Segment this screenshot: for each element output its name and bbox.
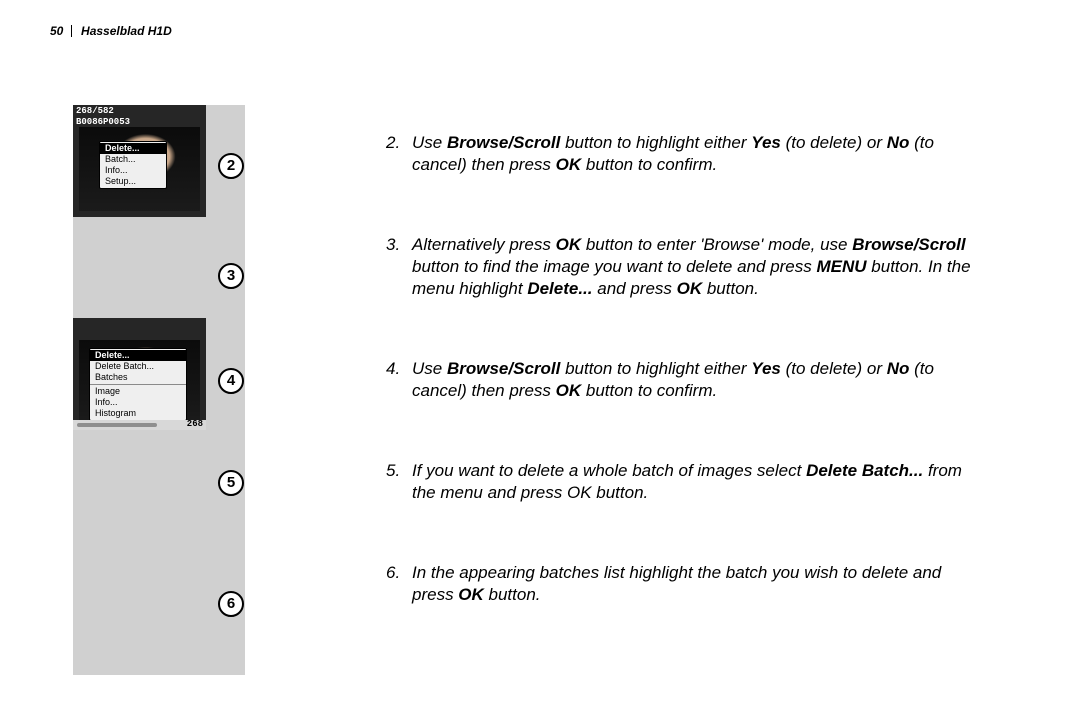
text-bold: Browse/Scroll [447, 359, 560, 378]
step-6: 6. In the appearing batches list highlig… [386, 562, 986, 606]
instructions-column: 2. Use Browse/Scroll button to highlight… [386, 132, 986, 606]
menu-item-delete: Delete... [90, 350, 186, 361]
menu-item-batches: Batches [90, 372, 186, 383]
thumb1-context-menu: Delete... Batch... Info... Setup... [99, 141, 167, 189]
text-run: button to confirm. [581, 381, 717, 400]
text-run: Alternatively press [412, 235, 556, 254]
step-3-number: 3. [386, 234, 412, 300]
step-5-text: If you want to delete a whole batch of i… [412, 460, 986, 504]
page-number: 50 [50, 24, 63, 38]
step-4-text: Use Browse/Scroll button to highlight ei… [412, 358, 986, 402]
text-run: (to delete) or [781, 133, 887, 152]
text-bold: MENU [817, 257, 867, 276]
text-run: button. [702, 279, 759, 298]
text-bold: No [887, 359, 910, 378]
menu-item-delete: Delete... [100, 143, 166, 154]
text-run: and press [593, 279, 677, 298]
menu-item-histogram: Histogram [90, 408, 186, 419]
thumbnail-sidebar: 268/582 B0086P0053 Delete... Batch... In… [73, 105, 245, 675]
text-run: button to highlight either [560, 133, 751, 152]
step-2-text: Use Browse/Scroll button to highlight ei… [412, 132, 986, 176]
step-2-number: 2. [386, 132, 412, 176]
thumb2-counter: 268 [187, 419, 203, 429]
thumb2-bottom-bar: 268 [73, 420, 206, 430]
step-2: 2. Use Browse/Scroll button to highlight… [386, 132, 986, 176]
text-run: Use [412, 133, 447, 152]
text-bold: OK [677, 279, 703, 298]
callout-3-icon: 3 [218, 263, 244, 289]
text-bold: Yes [751, 359, 781, 378]
text-run: Use [412, 359, 447, 378]
thumb2-context-menu: Delete... Delete Batch... Batches Image … [89, 348, 187, 421]
manual-page: 50 Hasselblad H1D 268/582 B0086P0053 Del… [0, 0, 1080, 728]
step-4-number: 4. [386, 358, 412, 402]
callout-4-icon: 4 [218, 368, 244, 394]
text-run: button to find the image you want to del… [412, 257, 817, 276]
text-bold: OK [458, 585, 484, 604]
step-3: 3. Alternatively press OK button to ente… [386, 234, 986, 300]
page-header: 50 Hasselblad H1D [50, 24, 172, 38]
thumb1-counter-line2: B0086P0053 [73, 116, 206, 127]
menu-item-image: Image [90, 386, 186, 397]
text-bold: OK [556, 155, 582, 174]
text-bold: OK [556, 381, 582, 400]
step-3-text: Alternatively press OK button to enter '… [412, 234, 986, 300]
lcd-thumbnail-2: Delete... Delete Batch... Batches Image … [73, 318, 206, 430]
callout-5-icon: 5 [218, 470, 244, 496]
menu-item-setup: Setup... [100, 176, 166, 187]
step-5: 5. If you want to delete a whole batch o… [386, 460, 986, 504]
step-5-number: 5. [386, 460, 412, 504]
menu-item-batch: Batch... [100, 154, 166, 165]
text-run: button to enter 'Browse' mode, use [581, 235, 852, 254]
text-bold: Delete Batch... [806, 461, 923, 480]
text-bold: OK [556, 235, 582, 254]
callout-6-icon: 6 [218, 591, 244, 617]
lcd-thumbnail-1: 268/582 B0086P0053 Delete... Batch... In… [73, 105, 206, 217]
manual-title: Hasselblad H1D [81, 24, 172, 38]
text-run: If you want to delete a whole batch of i… [412, 461, 806, 480]
header-separator [71, 25, 72, 37]
step-4: 4. Use Browse/Scroll button to highlight… [386, 358, 986, 402]
text-bold: Browse/Scroll [447, 133, 560, 152]
thumb2-slider [77, 423, 157, 427]
text-run: (to delete) or [781, 359, 887, 378]
step-6-text: In the appearing batches list highlight … [412, 562, 986, 606]
menu-item-info: Info... [100, 165, 166, 176]
thumb1-counter-line1: 268/582 [73, 105, 206, 116]
menu-item-info: Info... [90, 397, 186, 408]
step-6-number: 6. [386, 562, 412, 606]
text-bold: Browse/Scroll [852, 235, 965, 254]
text-run: button to confirm. [581, 155, 717, 174]
menu-item-delete-batch: Delete Batch... [90, 361, 186, 372]
text-bold: Yes [751, 133, 781, 152]
menu-divider [90, 384, 186, 385]
text-bold: Delete... [527, 279, 592, 298]
text-run: button. [484, 585, 541, 604]
text-run: button to highlight either [560, 359, 751, 378]
text-bold: No [887, 133, 910, 152]
callout-2-icon: 2 [218, 153, 244, 179]
